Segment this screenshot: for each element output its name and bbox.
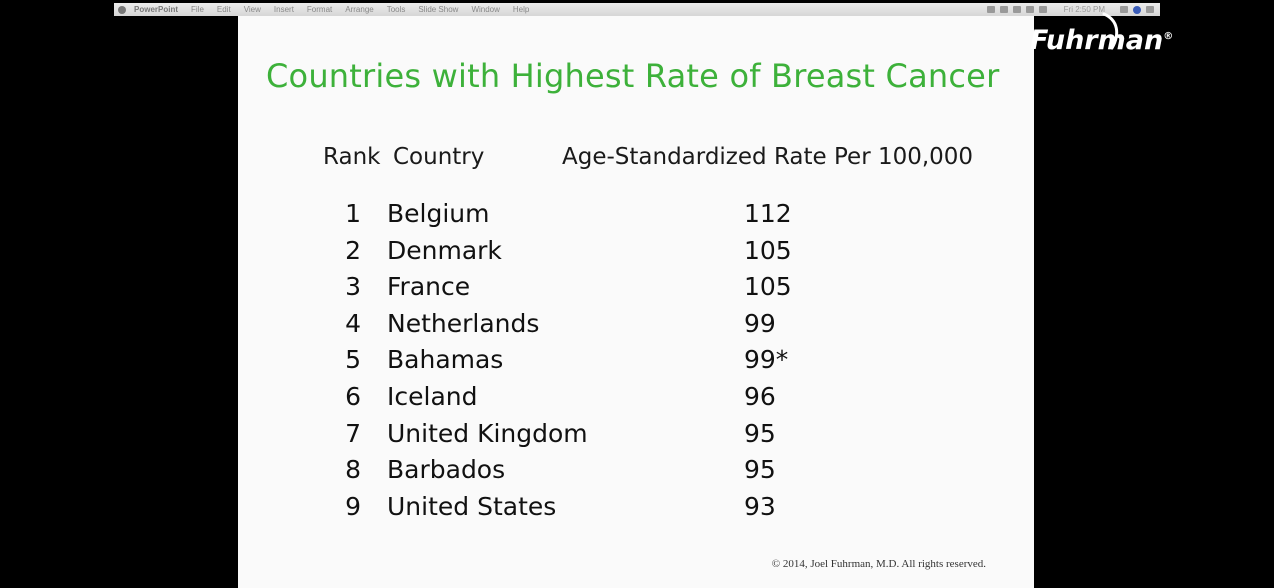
fuhrman-logo: Fuhrman® xyxy=(1030,18,1173,60)
menu-file[interactable]: File xyxy=(191,5,204,14)
ranking-table: 1 Belgium 112 2 Denmark 105 3 France 105… xyxy=(238,199,1034,528)
volume-icon[interactable] xyxy=(1025,6,1034,13)
row-rank: 2 xyxy=(345,235,361,265)
row-rate: 96 xyxy=(744,381,776,411)
row-country: Denmark xyxy=(387,235,502,265)
menu-app-name[interactable]: PowerPoint xyxy=(134,5,179,14)
row-rate: 105 xyxy=(744,235,792,265)
row-rank: 5 xyxy=(345,345,361,375)
row-country: France xyxy=(387,272,471,302)
menu-view[interactable]: View xyxy=(243,5,261,14)
row-rate: 95 xyxy=(744,455,776,485)
menu-format[interactable]: Format xyxy=(306,5,333,14)
status-area: Fri 2:50 PM xyxy=(986,5,1160,14)
table-row: 4 Netherlands 99 xyxy=(238,309,1034,346)
spotlight-search-icon[interactable] xyxy=(1120,6,1128,13)
mac-menu-bar: PowerPoint File Edit View Insert Format … xyxy=(114,3,1160,16)
row-country: Bahamas xyxy=(387,345,504,375)
row-country: United States xyxy=(387,491,557,521)
menu-clock[interactable]: Fri 2:50 PM xyxy=(1063,5,1105,14)
battery-icon[interactable] xyxy=(1038,6,1047,13)
row-rate: 99 xyxy=(744,308,776,338)
row-rank: 3 xyxy=(345,272,361,302)
registered-mark: ® xyxy=(1163,31,1174,42)
wifi-icon[interactable] xyxy=(1012,6,1021,13)
logo-text: Fuhrman xyxy=(1030,25,1164,56)
row-country: United Kingdom xyxy=(387,418,588,448)
table-row: 2 Denmark 105 xyxy=(238,236,1034,273)
table-row: 1 Belgium 112 xyxy=(238,199,1034,236)
table-row: 8 Barbados 95 xyxy=(238,455,1034,492)
row-rate: 95 xyxy=(744,418,776,448)
row-country: Barbados xyxy=(387,455,506,485)
menu-edit[interactable]: Edit xyxy=(216,5,231,14)
bluetooth-icon[interactable] xyxy=(999,6,1008,13)
row-rate: 99* xyxy=(744,345,789,375)
row-rank: 1 xyxy=(345,199,361,228)
row-rank: 7 xyxy=(345,418,361,448)
row-rank: 6 xyxy=(345,381,361,411)
notification-list-icon[interactable] xyxy=(1146,6,1154,13)
menu-slide-show[interactable]: Slide Show xyxy=(418,5,459,14)
table-row: 5 Bahamas 99* xyxy=(238,345,1034,382)
row-rank: 9 xyxy=(345,491,361,521)
row-rate: 112 xyxy=(744,199,792,228)
row-rate: 93 xyxy=(744,491,776,521)
dropbox-icon[interactable] xyxy=(986,6,995,13)
table-row: 6 Iceland 96 xyxy=(238,382,1034,419)
menu-insert[interactable]: Insert xyxy=(273,5,294,14)
row-rank: 4 xyxy=(345,308,361,338)
header-rate: Age-Standardized Rate Per 100,000 xyxy=(562,144,974,170)
table-row: 7 United Kingdom 95 xyxy=(238,419,1034,456)
row-rate: 105 xyxy=(744,272,792,302)
apple-menu-icon[interactable] xyxy=(118,5,126,14)
row-rank: 8 xyxy=(345,455,361,485)
table-row: 9 United States 93 xyxy=(238,492,1034,529)
presentation-slide: Countries with Highest Rate of Breast Ca… xyxy=(238,16,1034,588)
menu-tools[interactable]: Tools xyxy=(386,5,406,14)
user-account-icon[interactable] xyxy=(1133,5,1141,14)
table-row: 3 France 105 xyxy=(238,272,1034,309)
menu-window[interactable]: Window xyxy=(471,5,500,14)
copyright-notice: © 2014, Joel Fuhrman, M.D. All rights re… xyxy=(771,558,986,570)
row-country: Netherlands xyxy=(387,308,540,338)
row-country: Belgium xyxy=(387,199,490,228)
slide-title: Countries with Highest Rate of Breast Ca… xyxy=(266,57,1000,95)
header-country: Country xyxy=(393,144,485,170)
menu-help[interactable]: Help xyxy=(512,5,530,14)
leaf-swoosh-icon xyxy=(1102,12,1119,50)
row-country: Iceland xyxy=(387,381,478,411)
menu-arrange[interactable]: Arrange xyxy=(345,5,374,14)
header-rank: Rank xyxy=(323,144,381,170)
